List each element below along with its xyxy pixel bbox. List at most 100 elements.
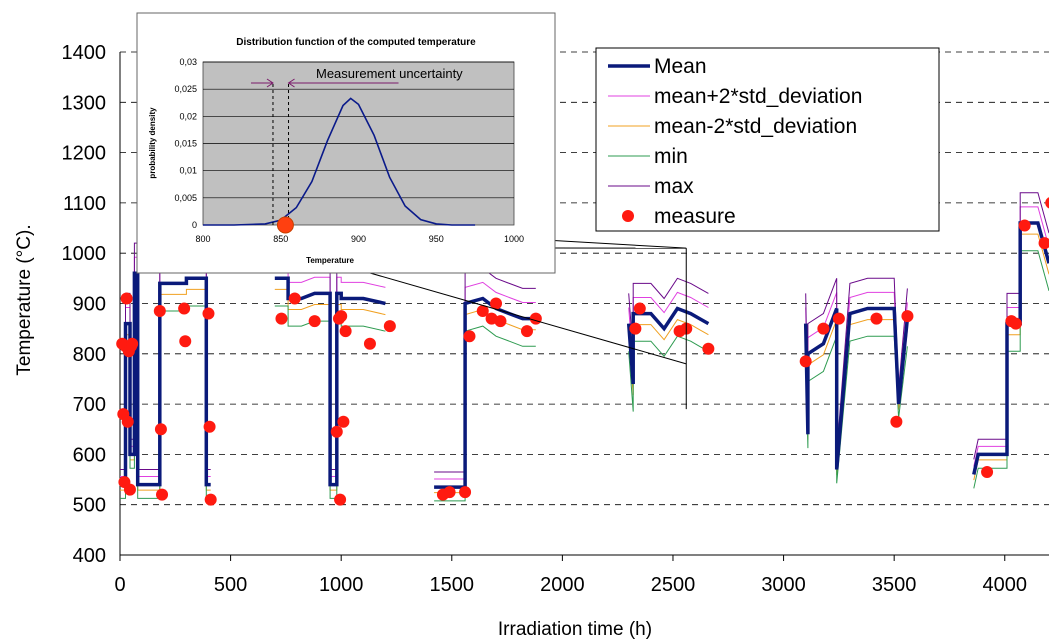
measure-point — [490, 297, 503, 310]
measure-point — [383, 320, 396, 333]
measure-point — [178, 302, 191, 315]
y-tick-label: 800 — [73, 344, 106, 366]
x-tick-label: 3000 — [761, 574, 806, 596]
inset-x-tick-label: 950 — [429, 234, 444, 244]
series-mean-plus-2std-line — [805, 291, 908, 462]
measure-point — [529, 312, 542, 325]
measure-point — [156, 488, 169, 501]
legend-label: mean+2*std_deviation — [654, 85, 862, 108]
y-tick-label: 400 — [73, 545, 106, 567]
measure-point — [1009, 317, 1022, 330]
uncertainty-arrowhead-left — [266, 78, 274, 88]
measure-point — [633, 302, 646, 315]
series-mean-line — [626, 306, 710, 385]
inset-uncertainty-annotation — [250, 78, 399, 234]
x-tick-label: 1000 — [319, 574, 364, 596]
measure-point — [1045, 197, 1049, 209]
y-tick-label: 1000 — [62, 243, 107, 265]
y-tick-label: 1400 — [62, 42, 107, 64]
legend: Mean mean+2*std_deviation mean-2*std_devia… — [595, 47, 940, 232]
y-tick-label: 900 — [73, 294, 106, 316]
x-tick-label: 4000 — [983, 574, 1028, 596]
legend-label: measure — [654, 205, 736, 228]
series-mean-plus-2std-line — [973, 206, 1049, 467]
y-tick-label: 500 — [73, 495, 106, 517]
measure-point — [334, 493, 347, 506]
inset-y-tick-label: 0,02 — [179, 111, 197, 121]
measure-point — [330, 425, 343, 438]
measure-point — [339, 325, 352, 338]
measure-point — [123, 483, 136, 496]
series-mean-line — [434, 296, 536, 489]
y-tick-label: 1200 — [62, 143, 107, 165]
series-mean-line — [274, 276, 386, 487]
inset-x-tick-label: 900 — [351, 234, 366, 244]
measure-point — [126, 337, 139, 350]
inset-curve-line — [203, 97, 476, 226]
inset-y-tick-label: 0,005 — [174, 193, 197, 203]
legend-label: mean-2*std_deviation — [654, 115, 857, 138]
measure-point — [702, 342, 715, 355]
inset-y-tick-label: 0,025 — [174, 84, 197, 94]
inset-x-tick-label: 800 — [195, 234, 210, 244]
series-mean-minus-2std-line — [434, 308, 536, 494]
measure-point — [308, 315, 321, 328]
axes: 400 500 600 700 800 900 1000 1100 1200 1300 1400 0 5… — [62, 42, 1049, 596]
series-min-line — [805, 335, 908, 484]
inset-measure-point — [276, 216, 294, 234]
inset-x-tick-label: 1000 — [504, 234, 524, 244]
measure-point — [981, 466, 994, 479]
inset-title: Distribution function of the computed te… — [236, 37, 476, 48]
measure-point — [288, 292, 301, 305]
measure-point — [153, 305, 166, 318]
measure-point — [1038, 237, 1049, 250]
measure-point — [890, 415, 903, 428]
measure-point — [203, 420, 216, 433]
series-mean-line — [120, 271, 211, 487]
series-mean-line — [803, 306, 910, 470]
measure-point — [179, 335, 192, 348]
measure-point — [121, 415, 134, 428]
measure-point — [154, 423, 167, 436]
series-mean-minus-2std-line — [805, 319, 908, 476]
measure-point — [799, 355, 812, 368]
measure-point — [337, 415, 350, 428]
y-tick-label: 600 — [73, 444, 106, 466]
measure-point — [363, 337, 376, 350]
x-tick-label: 2000 — [540, 574, 585, 596]
inset-axes: 0 0,005 0,01 0,015 0,02 0,025 0,03 800 850 900 950… — [174, 57, 524, 244]
inset-y-tick-label: 0,01 — [179, 166, 197, 176]
series-mean-line — [972, 221, 1049, 475]
inset-annotation-text: Measurement uncertainty — [316, 66, 463, 81]
legend-label: max — [654, 175, 694, 198]
measure-point — [335, 310, 348, 323]
y-axis-label: Temperature (°C). — [14, 224, 35, 375]
x-tick-label: 1500 — [430, 574, 475, 596]
inset-y-tick-label: 0,03 — [179, 57, 197, 67]
measure-point — [443, 486, 456, 499]
inset-y-tick-label: 0 — [192, 220, 197, 230]
inset-distribution-curve — [203, 97, 476, 226]
measure-point — [202, 307, 215, 320]
series-min-line — [628, 335, 709, 412]
measure-point — [275, 312, 288, 325]
measure-point — [494, 315, 507, 328]
inset-grid — [203, 61, 514, 199]
y-tick-label: 700 — [73, 394, 106, 416]
legend-label: Mean — [654, 55, 707, 78]
measure-point — [1018, 219, 1031, 232]
measure-point — [901, 310, 914, 323]
x-tick-label: 500 — [214, 574, 247, 596]
x-axis-label: Irradiation time (h) — [498, 619, 652, 640]
measure-point — [204, 493, 217, 506]
inset-x-label: Temperature — [306, 256, 354, 265]
x-tick-label: 2500 — [651, 574, 696, 596]
measure-point — [817, 322, 830, 335]
legend-marker-measure — [622, 210, 634, 222]
series-min-line — [434, 325, 536, 502]
inset-chart: Distribution function of the computed te… — [136, 12, 556, 274]
uncertainty-arrowhead-right — [287, 78, 295, 88]
measure-point — [629, 322, 642, 335]
measure-point — [870, 312, 883, 325]
